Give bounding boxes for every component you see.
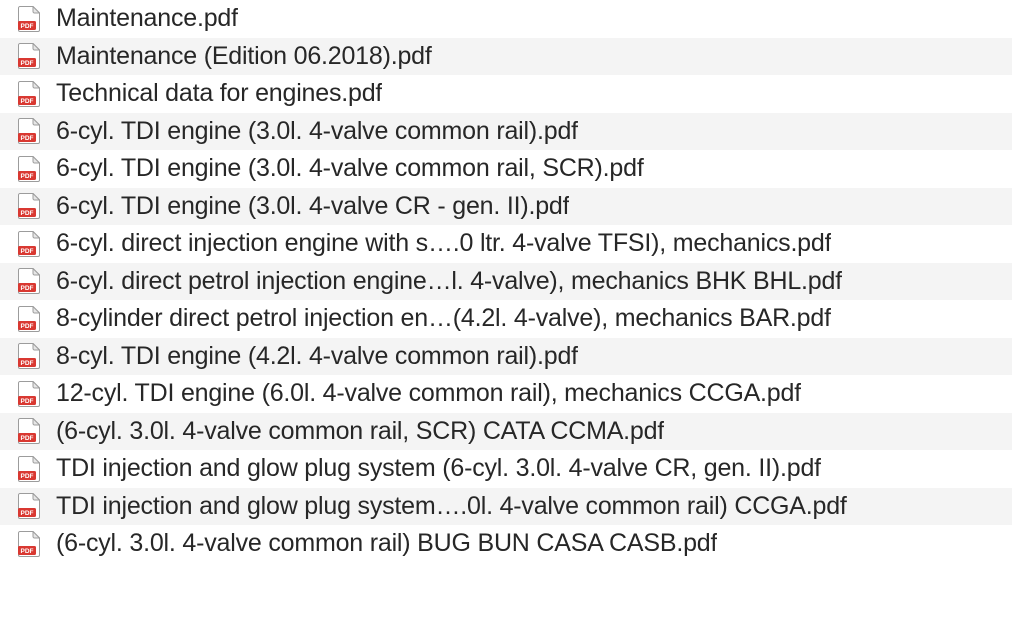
svg-text:PDF: PDF <box>21 285 34 292</box>
pdf-icon: PDF <box>18 343 40 369</box>
svg-text:PDF: PDF <box>21 248 34 255</box>
file-row[interactable]: PDF 6-cyl. TDI engine (3.0l. 4-valve com… <box>0 113 1012 151</box>
pdf-icon: PDF <box>18 193 40 219</box>
file-row[interactable]: PDF (6-cyl. 3.0l. 4-valve common rail, S… <box>0 413 1012 451</box>
file-name: 8-cyl. TDI engine (4.2l. 4-valve common … <box>56 342 578 371</box>
pdf-icon: PDF <box>18 493 40 519</box>
file-list: PDF Maintenance.pdf PDF Maintenance (Edi… <box>0 0 1012 563</box>
file-name: 6-cyl. TDI engine (3.0l. 4-valve common … <box>56 154 644 183</box>
svg-text:PDF: PDF <box>21 323 34 330</box>
svg-text:PDF: PDF <box>21 473 34 480</box>
file-row[interactable]: PDF Technical data for engines.pdf <box>0 75 1012 113</box>
file-name: TDI injection and glow plug system (6-cy… <box>56 454 821 483</box>
file-row[interactable]: PDF TDI injection and glow plug system….… <box>0 488 1012 526</box>
file-row[interactable]: PDF TDI injection and glow plug system (… <box>0 450 1012 488</box>
file-name: 6-cyl. TDI engine (3.0l. 4-valve CR - ge… <box>56 192 569 221</box>
file-name: 6-cyl. TDI engine (3.0l. 4-valve common … <box>56 117 578 146</box>
pdf-icon: PDF <box>18 118 40 144</box>
file-name: TDI injection and glow plug system….0l. … <box>56 492 847 521</box>
file-name: 12-cyl. TDI engine (6.0l. 4-valve common… <box>56 379 801 408</box>
pdf-icon: PDF <box>18 456 40 482</box>
pdf-icon: PDF <box>18 531 40 557</box>
pdf-icon: PDF <box>18 381 40 407</box>
file-name: Maintenance.pdf <box>56 4 238 33</box>
svg-text:PDF: PDF <box>21 98 34 105</box>
file-name: 8-cylinder direct petrol injection en…(4… <box>56 304 831 333</box>
pdf-icon: PDF <box>18 306 40 332</box>
svg-text:PDF: PDF <box>21 173 34 180</box>
file-name: Maintenance (Edition 06.2018).pdf <box>56 42 432 71</box>
pdf-icon: PDF <box>18 268 40 294</box>
file-row[interactable]: PDF Maintenance (Edition 06.2018).pdf <box>0 38 1012 76</box>
svg-text:PDF: PDF <box>21 510 34 517</box>
svg-text:PDF: PDF <box>21 398 34 405</box>
file-name: Technical data for engines.pdf <box>56 79 382 108</box>
pdf-icon: PDF <box>18 81 40 107</box>
svg-text:PDF: PDF <box>21 435 34 442</box>
svg-text:PDF: PDF <box>21 23 34 30</box>
svg-text:PDF: PDF <box>21 548 34 555</box>
file-row[interactable]: PDF 12-cyl. TDI engine (6.0l. 4-valve co… <box>0 375 1012 413</box>
file-name: (6-cyl. 3.0l. 4-valve common rail) BUG B… <box>56 529 717 558</box>
svg-text:PDF: PDF <box>21 135 34 142</box>
pdf-icon: PDF <box>18 43 40 69</box>
svg-text:PDF: PDF <box>21 60 34 67</box>
file-row[interactable]: PDF 6-cyl. TDI engine (3.0l. 4-valve com… <box>0 150 1012 188</box>
file-row[interactable]: PDF 8-cylinder direct petrol injection e… <box>0 300 1012 338</box>
svg-text:PDF: PDF <box>21 210 34 217</box>
file-row[interactable]: PDF 8-cyl. TDI engine (4.2l. 4-valve com… <box>0 338 1012 376</box>
file-name: 6-cyl. direct injection engine with s….0… <box>56 229 831 258</box>
pdf-icon: PDF <box>18 6 40 32</box>
file-row[interactable]: PDF 6-cyl. TDI engine (3.0l. 4-valve CR … <box>0 188 1012 226</box>
file-row[interactable]: PDF 6-cyl. direct petrol injection engin… <box>0 263 1012 301</box>
file-row[interactable]: PDF (6-cyl. 3.0l. 4-valve common rail) B… <box>0 525 1012 563</box>
pdf-icon: PDF <box>18 231 40 257</box>
pdf-icon: PDF <box>18 418 40 444</box>
file-name: (6-cyl. 3.0l. 4-valve common rail, SCR) … <box>56 417 664 446</box>
file-row[interactable]: PDF 6-cyl. direct injection engine with … <box>0 225 1012 263</box>
file-row[interactable]: PDF Maintenance.pdf <box>0 0 1012 38</box>
file-name: 6-cyl. direct petrol injection engine…l.… <box>56 267 842 296</box>
svg-text:PDF: PDF <box>21 360 34 367</box>
pdf-icon: PDF <box>18 156 40 182</box>
